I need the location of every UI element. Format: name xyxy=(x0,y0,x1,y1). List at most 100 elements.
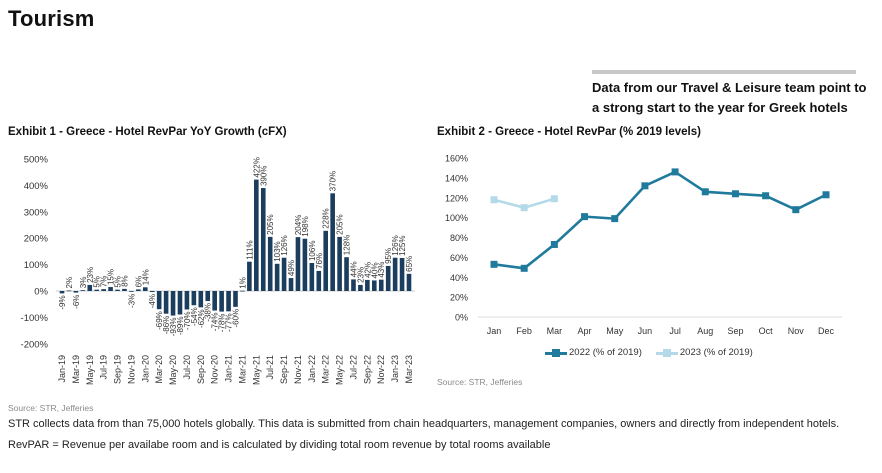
data-label: -54% xyxy=(190,307,199,326)
x-tick-label: Nov-22 xyxy=(376,355,386,384)
data-label: 23% xyxy=(356,267,365,283)
x-tick-label: Nov-19 xyxy=(126,355,136,384)
x-tick-label: Jan-19 xyxy=(57,355,67,383)
x-tick-label: Aug xyxy=(697,326,713,336)
y-tick-label: 160% xyxy=(445,154,468,164)
bar xyxy=(80,290,86,292)
data-label: -38% xyxy=(204,303,213,322)
x-tick-label: Mar-19 xyxy=(71,355,81,384)
source-note-1: Source: STR, Jefferies xyxy=(8,403,94,413)
x-tick-label: Jun xyxy=(638,326,653,336)
x-tick-label: Jan-22 xyxy=(307,355,317,383)
y-tick-label: 300% xyxy=(24,207,49,218)
bar xyxy=(372,280,377,291)
callout-text: Data from our Travel & Leisure team poin… xyxy=(592,80,867,115)
y-tick-label: 140% xyxy=(445,173,468,183)
data-label: 228% xyxy=(322,208,331,228)
bar xyxy=(226,291,231,312)
bar xyxy=(129,291,134,292)
data-label: 2% xyxy=(65,277,74,289)
bar xyxy=(136,289,141,291)
bar xyxy=(365,279,370,291)
data-label: -4% xyxy=(148,294,157,308)
x-tick-label: Sep-22 xyxy=(362,355,372,384)
data-label: -78% xyxy=(218,314,227,333)
y-tick-label: 0% xyxy=(455,313,468,323)
bar xyxy=(302,238,308,291)
data-label: -3% xyxy=(127,294,136,308)
x-tick-label: Sep-20 xyxy=(196,355,206,384)
y-axis-ticks: 160% 140% 120% 100% 80% 60% 40% 20% 0% xyxy=(445,154,468,323)
data-label: -70% xyxy=(183,311,192,330)
data-label: 125% xyxy=(398,236,407,256)
y-tick-label: 100% xyxy=(445,213,468,223)
bar xyxy=(101,289,106,291)
source-note-2: Source: STR, Jefferies xyxy=(437,377,523,387)
data-point xyxy=(550,195,558,203)
bar xyxy=(205,291,211,302)
bar xyxy=(240,290,245,292)
data-label: 3% xyxy=(79,277,88,289)
x-tick-label: Sep xyxy=(727,326,743,336)
bar xyxy=(288,278,294,291)
data-point xyxy=(762,192,770,200)
x-tick-label: May-21 xyxy=(251,355,261,385)
footnote-text: STR collects data from than 75,000 hotel… xyxy=(8,418,840,451)
bar xyxy=(115,289,120,291)
x-tick-label: Oct xyxy=(759,326,774,336)
page-title: Tourism xyxy=(8,6,95,31)
data-label: 370% xyxy=(329,171,338,191)
data-point xyxy=(520,264,528,272)
data-label: 103% xyxy=(273,241,282,261)
x-tick-label: Feb xyxy=(516,326,532,336)
bar xyxy=(212,291,217,311)
data-point xyxy=(490,196,498,204)
bar xyxy=(177,291,183,315)
bar xyxy=(378,279,384,291)
data-label: 95% xyxy=(384,248,393,264)
x-tick-label: May-19 xyxy=(85,355,95,385)
bar xyxy=(274,263,280,291)
data-label: 5% xyxy=(114,276,123,288)
legend-label-2022: 2022 (% of 2019) xyxy=(569,347,642,358)
y-tick-label: 0% xyxy=(34,287,48,298)
bar xyxy=(73,291,79,293)
data-labels: -9%2%-6%3%23%5%7%15%5%8%-3%6%14%-4%-69%-… xyxy=(58,157,414,336)
x-tick-label: Sep-21 xyxy=(279,355,289,384)
x-tick-label: Mar-21 xyxy=(237,355,247,384)
x-tick-label: May xyxy=(606,326,624,336)
x-tick-label: Nov-21 xyxy=(293,355,303,384)
data-point xyxy=(822,191,830,199)
data-label: 6% xyxy=(134,276,143,288)
x-tick-label: Nov xyxy=(788,326,805,336)
y-tick-label: 20% xyxy=(450,293,468,303)
bar xyxy=(219,291,224,312)
data-point xyxy=(490,260,498,268)
bar xyxy=(149,291,155,293)
data-label: 23% xyxy=(86,267,95,283)
bar xyxy=(260,188,266,291)
exhibit-1-title: Exhibit 1 - Greece - Hotel RevPar YoY Gr… xyxy=(8,126,287,138)
bar xyxy=(406,273,412,291)
bar xyxy=(233,291,238,307)
bar xyxy=(309,263,315,291)
data-label: 198% xyxy=(301,216,310,236)
data-label: 43% xyxy=(377,262,386,278)
legend-swatch-2023 xyxy=(655,348,678,358)
data-label: 49% xyxy=(287,260,296,276)
bar xyxy=(323,230,329,291)
data-label: -89% xyxy=(176,316,185,335)
y-tick-label: 40% xyxy=(450,273,468,283)
bars xyxy=(59,179,412,316)
data-point xyxy=(641,182,649,190)
data-point xyxy=(550,240,558,248)
x-axis-ticks: Jan-19 Mar-19 May-19 Jul-19 Sep-19 Nov-19 Jan-… xyxy=(57,355,414,385)
x-tick-label: Jan xyxy=(487,326,502,336)
legend-item-2022: 2022 (% of 2019) xyxy=(545,347,642,358)
bar xyxy=(247,261,252,291)
bar xyxy=(254,179,259,291)
bar xyxy=(358,284,363,291)
bar xyxy=(122,288,127,291)
y-axis-ticks: 500% 400% 300% 200% 100% 0% -100% -200% xyxy=(21,155,49,351)
data-label: 15% xyxy=(107,269,116,285)
